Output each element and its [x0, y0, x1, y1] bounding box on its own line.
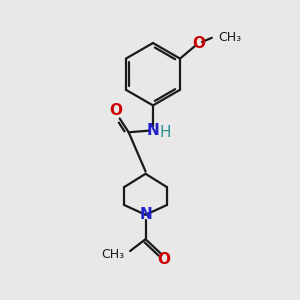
Text: O: O: [109, 103, 122, 118]
Text: N: N: [147, 123, 159, 138]
Text: N: N: [139, 207, 152, 222]
Text: CH₃: CH₃: [101, 248, 124, 260]
Text: H: H: [160, 125, 171, 140]
Text: CH₃: CH₃: [218, 31, 242, 44]
Text: O: O: [192, 36, 205, 51]
Text: O: O: [157, 253, 170, 268]
